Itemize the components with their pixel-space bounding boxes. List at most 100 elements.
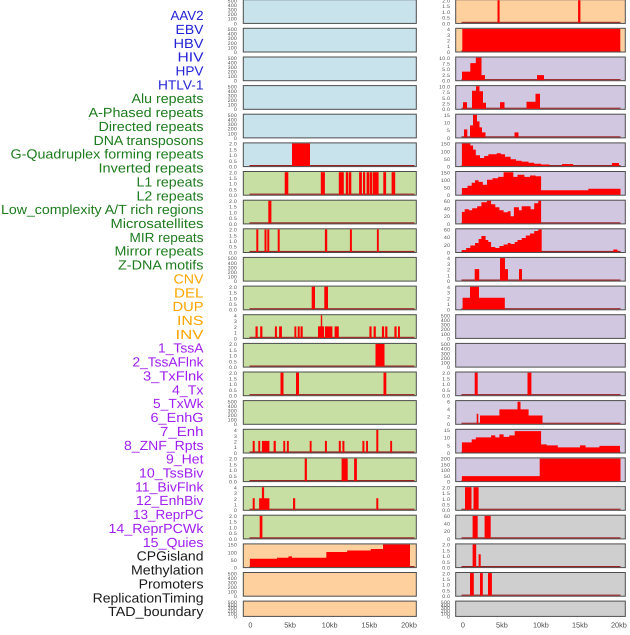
svg-text:0: 0 bbox=[447, 451, 450, 457]
svg-text:4: 4 bbox=[447, 407, 450, 413]
svg-text:5: 5 bbox=[447, 443, 450, 449]
svg-text:0.0: 0.0 bbox=[229, 222, 237, 228]
svg-text:0.5: 0.5 bbox=[442, 388, 450, 394]
svg-text:500: 500 bbox=[441, 314, 450, 320]
svg-text:200: 200 bbox=[228, 12, 237, 18]
svg-text:400: 400 bbox=[228, 3, 237, 9]
svg-text:100: 100 bbox=[441, 468, 450, 474]
svg-text:2: 2 bbox=[447, 415, 450, 421]
svg-text:Low_complexity A/T rich region: Low_complexity A/T rich regions bbox=[1, 202, 204, 217]
svg-text:2.0: 2.0 bbox=[442, 571, 450, 577]
svg-text:200: 200 bbox=[441, 457, 450, 463]
svg-text:1.0: 1.0 bbox=[442, 10, 450, 16]
svg-text:3: 3 bbox=[447, 33, 450, 39]
svg-text:300: 300 bbox=[228, 65, 237, 71]
svg-text:40: 40 bbox=[444, 235, 450, 241]
svg-text:10: 10 bbox=[444, 436, 450, 442]
svg-text:1.0: 1.0 bbox=[229, 382, 237, 388]
svg-text:15_Quies: 15_Quies bbox=[143, 535, 204, 550]
svg-text:1.0: 1.0 bbox=[229, 468, 237, 474]
svg-text:100: 100 bbox=[228, 17, 237, 23]
svg-text:100: 100 bbox=[228, 74, 237, 80]
svg-text:4: 4 bbox=[447, 285, 450, 291]
svg-text:12_EnhBiv: 12_EnhBiv bbox=[136, 493, 204, 508]
svg-text:3: 3 bbox=[447, 262, 450, 268]
svg-text:DNA transposons: DNA transposons bbox=[94, 133, 204, 148]
svg-text:10.0: 10.0 bbox=[439, 56, 450, 62]
svg-text:50: 50 bbox=[444, 157, 450, 163]
svg-text:2: 2 bbox=[234, 325, 237, 331]
svg-text:2: 2 bbox=[234, 497, 237, 503]
svg-text:300: 300 bbox=[441, 351, 450, 357]
svg-text:1: 1 bbox=[234, 331, 237, 337]
svg-text:0: 0 bbox=[234, 50, 237, 56]
svg-text:0: 0 bbox=[234, 566, 237, 572]
svg-text:7.5: 7.5 bbox=[442, 62, 450, 68]
svg-text:2.0: 2.0 bbox=[229, 371, 237, 377]
svg-text:2.0: 2.0 bbox=[442, 0, 450, 5]
svg-text:400: 400 bbox=[441, 347, 450, 353]
svg-text:1.0: 1.0 bbox=[442, 583, 450, 589]
svg-text:0: 0 bbox=[447, 422, 450, 428]
svg-text:1.0: 1.0 bbox=[442, 382, 450, 388]
svg-text:0: 0 bbox=[447, 165, 450, 171]
svg-text:300: 300 bbox=[228, 606, 237, 612]
svg-text:2.0: 2.0 bbox=[442, 371, 450, 377]
svg-text:400: 400 bbox=[228, 60, 237, 66]
svg-text:500: 500 bbox=[441, 600, 450, 606]
svg-text:1: 1 bbox=[447, 273, 450, 279]
svg-text:5kb: 5kb bbox=[496, 620, 508, 629]
svg-text:Inverted repeats: Inverted repeats bbox=[99, 161, 204, 176]
svg-text:1.5: 1.5 bbox=[229, 233, 237, 239]
svg-text:0: 0 bbox=[234, 451, 237, 457]
svg-text:1.5: 1.5 bbox=[229, 348, 237, 354]
svg-text:9_Het: 9_Het bbox=[166, 452, 204, 467]
svg-text:0.5: 0.5 bbox=[229, 216, 237, 222]
svg-text:1: 1 bbox=[234, 503, 237, 509]
svg-text:200: 200 bbox=[441, 609, 450, 615]
svg-text:2.0: 2.0 bbox=[442, 485, 450, 491]
svg-text:3_TxFlnk: 3_TxFlnk bbox=[143, 369, 204, 384]
svg-text:60: 60 bbox=[444, 514, 450, 520]
svg-text:4: 4 bbox=[234, 428, 237, 434]
svg-text:100: 100 bbox=[441, 360, 450, 366]
svg-text:200: 200 bbox=[441, 327, 450, 333]
svg-text:1.5: 1.5 bbox=[442, 4, 450, 10]
svg-text:0.0: 0.0 bbox=[442, 79, 450, 85]
svg-text:EBV: EBV bbox=[176, 22, 204, 37]
svg-text:0.0: 0.0 bbox=[229, 250, 237, 256]
svg-text:AAV2: AAV2 bbox=[171, 8, 204, 23]
svg-text:0: 0 bbox=[234, 508, 237, 514]
svg-text:15: 15 bbox=[444, 113, 450, 119]
svg-text:3: 3 bbox=[234, 319, 237, 325]
svg-text:100: 100 bbox=[228, 275, 237, 281]
svg-text:0: 0 bbox=[447, 222, 450, 228]
svg-text:2.0: 2.0 bbox=[229, 285, 237, 291]
svg-text:0: 0 bbox=[447, 279, 450, 285]
svg-text:HTLV-1: HTLV-1 bbox=[158, 77, 204, 92]
svg-text:100: 100 bbox=[228, 550, 237, 556]
svg-text:Z-DNA motifs: Z-DNA motifs bbox=[118, 258, 204, 273]
svg-text:1.5: 1.5 bbox=[442, 548, 450, 554]
svg-text:Mirror repeats: Mirror repeats bbox=[115, 244, 204, 259]
svg-text:0.5: 0.5 bbox=[229, 302, 237, 308]
svg-text:HIV: HIV bbox=[178, 50, 204, 65]
svg-text:0.5: 0.5 bbox=[229, 245, 237, 251]
svg-text:0: 0 bbox=[234, 336, 237, 342]
svg-text:0.5: 0.5 bbox=[229, 388, 237, 394]
svg-text:INS: INS bbox=[177, 313, 204, 328]
svg-text:200: 200 bbox=[228, 609, 237, 615]
svg-text:300: 300 bbox=[228, 265, 237, 271]
svg-text:300: 300 bbox=[228, 36, 237, 42]
svg-text:50: 50 bbox=[444, 474, 450, 480]
svg-text:300: 300 bbox=[441, 323, 450, 329]
svg-text:1: 1 bbox=[447, 302, 450, 308]
svg-text:500: 500 bbox=[228, 0, 237, 5]
svg-text:0: 0 bbox=[234, 107, 237, 113]
svg-text:15kb: 15kb bbox=[572, 620, 588, 629]
svg-text:10kb: 10kb bbox=[322, 620, 338, 629]
svg-text:0.5: 0.5 bbox=[229, 474, 237, 480]
svg-text:500: 500 bbox=[228, 399, 237, 405]
svg-text:CPGisland: CPGisland bbox=[137, 549, 204, 564]
svg-text:50: 50 bbox=[231, 558, 237, 564]
